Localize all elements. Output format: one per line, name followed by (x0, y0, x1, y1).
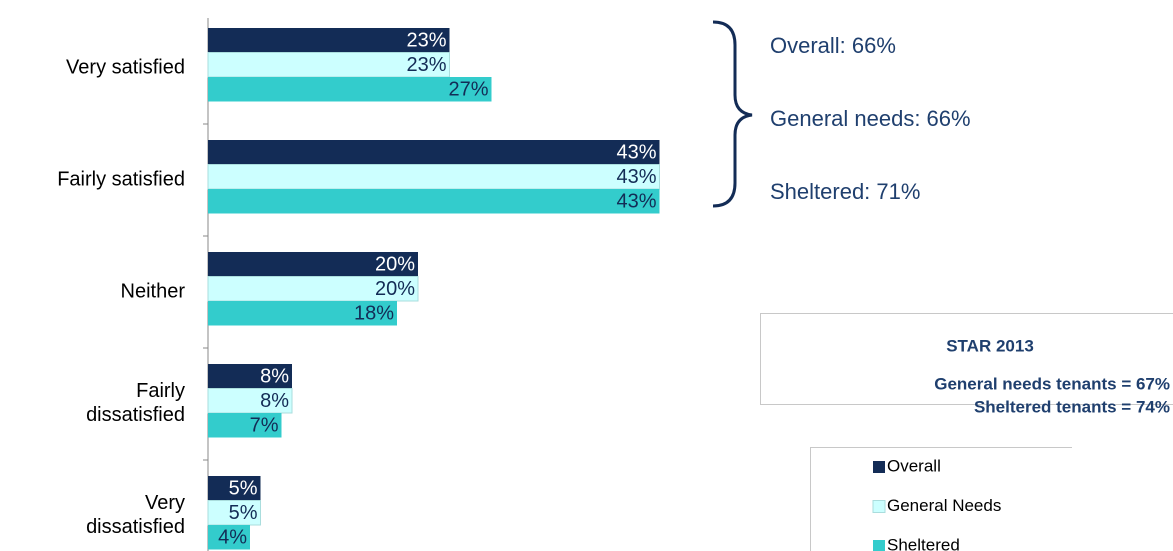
brace (712, 20, 753, 208)
bar (208, 301, 397, 326)
bar (208, 140, 660, 165)
note-title: STAR 2013 (946, 336, 1034, 355)
legend-swatch (872, 500, 886, 513)
note-box (760, 313, 1173, 405)
category-label: Very dissatisfied (86, 492, 185, 538)
bar (208, 525, 250, 550)
bar (208, 476, 261, 501)
value-label: 20% (375, 278, 415, 300)
note: Sheltered tenants = 74% (974, 397, 1170, 416)
value-label: 43% (616, 166, 656, 188)
bar (207, 52, 450, 78)
value-label: 23% (406, 30, 446, 52)
value-label: 43% (616, 142, 656, 164)
value-label: 8% (260, 390, 289, 412)
value-label: 5% (229, 478, 258, 500)
bar (208, 252, 418, 277)
value-label: 7% (250, 415, 279, 437)
category-label: Fairly dissatisfied (86, 380, 185, 426)
value-label: 8% (260, 366, 289, 388)
legend-label: Overall (887, 456, 941, 475)
bar (207, 276, 419, 302)
value-label: 18% (354, 303, 394, 325)
legend-swatch (873, 540, 885, 551)
legend-swatch (873, 461, 885, 473)
annotation: Overall: 66% (770, 33, 896, 58)
category-label: Very satisfied (66, 56, 185, 78)
bar (208, 413, 282, 438)
value-label: 43% (616, 191, 656, 213)
bar (207, 164, 660, 190)
annotation: Sheltered: 71% (770, 179, 920, 204)
value-label: 23% (406, 54, 446, 76)
bar (208, 28, 450, 53)
value-label: 27% (448, 79, 488, 101)
bar (207, 500, 261, 526)
legend-label: Sheltered (887, 535, 960, 551)
value-label: 4% (218, 527, 247, 549)
category-label: Neither (121, 280, 186, 302)
bar (208, 364, 292, 389)
annotation: General needs: 66% (770, 106, 971, 131)
legend-box (810, 447, 1072, 551)
note: General needs tenants = 67% (934, 374, 1170, 393)
legend-label: General Needs (887, 496, 1001, 515)
category-label: Fairly satisfied (57, 168, 185, 190)
bar (208, 189, 660, 214)
value-label: 20% (375, 254, 415, 276)
bar (208, 77, 492, 102)
value-label: 5% (229, 502, 258, 524)
